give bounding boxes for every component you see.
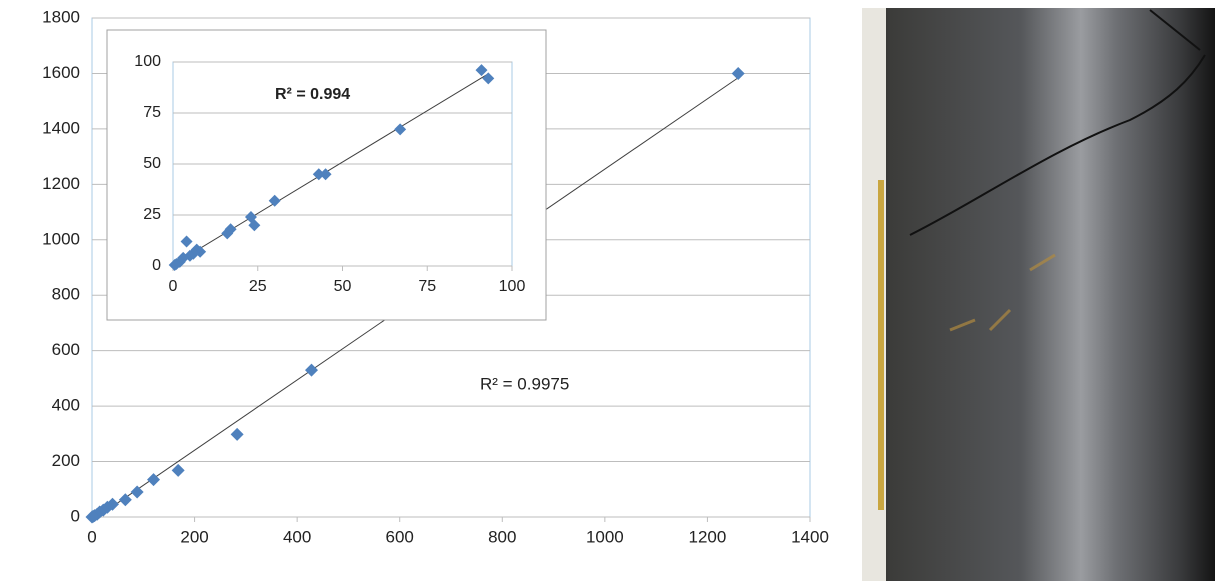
data-point bbox=[231, 428, 244, 441]
ruler-stripe bbox=[878, 180, 884, 510]
x-tick-label: 800 bbox=[488, 527, 516, 546]
y-tick-label: 1600 bbox=[42, 63, 80, 82]
y-tick-label: 800 bbox=[52, 285, 80, 304]
x-tick-label: 25 bbox=[249, 278, 267, 295]
y-tick-label: 1000 bbox=[42, 229, 80, 248]
x-tick-label: 100 bbox=[499, 278, 526, 295]
data-point bbox=[119, 493, 132, 506]
data-point bbox=[305, 364, 318, 377]
x-tick-label: 600 bbox=[386, 527, 414, 546]
y-tick-label: 1400 bbox=[42, 118, 80, 137]
y-tick-label: 600 bbox=[52, 340, 80, 359]
y-tick-label: 0 bbox=[152, 257, 161, 274]
y-tick-label: 25 bbox=[143, 206, 161, 223]
core-photo bbox=[862, 8, 1215, 581]
x-tick-label: 50 bbox=[334, 278, 352, 295]
x-tick-label: 200 bbox=[180, 527, 208, 546]
y-tick-label: 1200 bbox=[42, 174, 80, 193]
x-tick-label: 400 bbox=[283, 527, 311, 546]
r-squared-label: R² = 0.994 bbox=[275, 86, 350, 103]
y-tick-label: 400 bbox=[52, 396, 80, 415]
x-tick-label: 0 bbox=[169, 278, 178, 295]
y-tick-label: 50 bbox=[143, 155, 161, 172]
data-point bbox=[131, 486, 144, 499]
y-tick-label: 1800 bbox=[42, 7, 80, 26]
data-point bbox=[172, 464, 185, 477]
x-tick-label: 1400 bbox=[791, 527, 829, 546]
y-tick-label: 200 bbox=[52, 451, 80, 470]
y-tick-label: 0 bbox=[71, 506, 80, 525]
data-point bbox=[732, 67, 745, 80]
r-squared-label: R² = 0.9975 bbox=[480, 374, 569, 393]
y-tick-label: 75 bbox=[143, 104, 161, 121]
y-tick-label: 100 bbox=[134, 53, 161, 70]
x-tick-label: 1000 bbox=[586, 527, 624, 546]
figure: 0200400600800100012001400160018000200400… bbox=[0, 0, 1215, 581]
x-tick-label: 0 bbox=[87, 527, 96, 546]
rock-core bbox=[862, 8, 1215, 581]
x-tick-label: 1200 bbox=[689, 527, 727, 546]
x-tick-label: 75 bbox=[418, 278, 436, 295]
